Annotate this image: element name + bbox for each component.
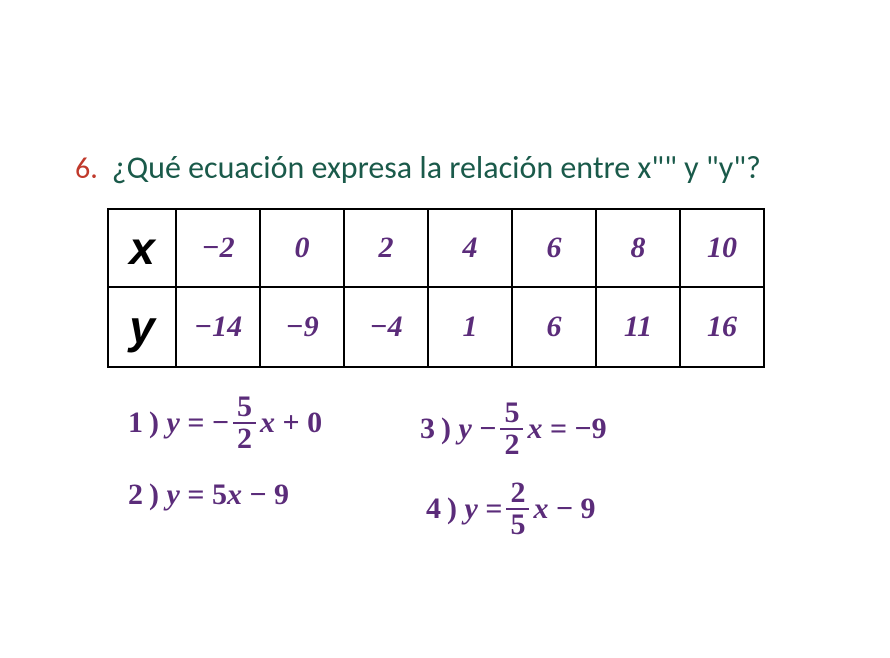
var-x: x bbox=[227, 478, 242, 512]
x-cell: 10 bbox=[680, 209, 764, 287]
fraction: 5 2 bbox=[500, 398, 523, 460]
row-label-y: y bbox=[108, 287, 176, 367]
tail: − 9 bbox=[556, 492, 596, 526]
var-x: x bbox=[260, 406, 275, 440]
y-cell: −4 bbox=[344, 287, 428, 367]
rhs: −9 bbox=[575, 412, 607, 446]
table-row-y: y −14 −9 −4 1 6 11 16 bbox=[108, 287, 764, 367]
lhs-var: y bbox=[167, 406, 180, 440]
row-label-x: x bbox=[108, 209, 176, 287]
option-label: 1 bbox=[128, 406, 143, 440]
y-cell: 6 bbox=[512, 287, 596, 367]
x-cell: 6 bbox=[512, 209, 596, 287]
tail: + 0 bbox=[283, 406, 323, 440]
question-line: 6. ¿Qué ecuación expresa la relación ent… bbox=[75, 148, 761, 187]
x-cell: 2 bbox=[344, 209, 428, 287]
x-cell: −2 bbox=[176, 209, 260, 287]
option-label: 2 bbox=[128, 478, 143, 512]
x-cell: 4 bbox=[428, 209, 512, 287]
fraction: 2 5 bbox=[506, 478, 529, 540]
option-2: 2) y = 5x − 9 bbox=[128, 478, 289, 512]
var-x: x bbox=[533, 492, 548, 526]
numerator: 5 bbox=[233, 392, 256, 422]
y-cell: −9 bbox=[260, 287, 344, 367]
minus-sign: − bbox=[479, 412, 496, 446]
y-cell: 1 bbox=[428, 287, 512, 367]
denominator: 5 bbox=[506, 508, 529, 540]
var-x: x bbox=[527, 412, 542, 446]
equals: = bbox=[550, 412, 567, 446]
option-1: 1) y = − 5 2 x + 0 bbox=[128, 392, 322, 454]
equals: = bbox=[187, 406, 204, 440]
x-cell: 8 bbox=[596, 209, 680, 287]
table-row-x: x −2 0 2 4 6 8 10 bbox=[108, 209, 764, 287]
lhs-var: y bbox=[465, 492, 478, 526]
xy-table: x −2 0 2 4 6 8 10 y −14 −9 −4 1 6 11 16 bbox=[107, 208, 765, 368]
math-problem-page: 6. ¿Qué ecuación expresa la relación ent… bbox=[0, 0, 890, 658]
tail: − 9 bbox=[249, 478, 289, 512]
option-4: 4) y = 2 5 x − 9 bbox=[426, 478, 596, 540]
denominator: 2 bbox=[233, 422, 256, 454]
neg-sign: − bbox=[212, 406, 229, 440]
option-label: 4 bbox=[426, 492, 441, 526]
option-3: 3) y − 5 2 x = −9 bbox=[420, 398, 607, 460]
coeff: 5 bbox=[212, 478, 227, 512]
y-cell: 11 bbox=[596, 287, 680, 367]
equals: = bbox=[485, 492, 502, 526]
numerator: 5 bbox=[500, 398, 523, 428]
lhs-var: y bbox=[167, 478, 180, 512]
y-cell: −14 bbox=[176, 287, 260, 367]
numerator: 2 bbox=[506, 478, 529, 508]
fraction: 5 2 bbox=[233, 392, 256, 454]
y-cell: 16 bbox=[680, 287, 764, 367]
equals: = bbox=[187, 478, 204, 512]
option-label: 3 bbox=[420, 412, 435, 446]
question-number: 6. bbox=[75, 150, 98, 187]
denominator: 2 bbox=[500, 428, 523, 460]
x-cell: 0 bbox=[260, 209, 344, 287]
lhs-var: y bbox=[459, 412, 472, 446]
question-text: ¿Qué ecuación expresa la relación entre … bbox=[112, 148, 761, 187]
